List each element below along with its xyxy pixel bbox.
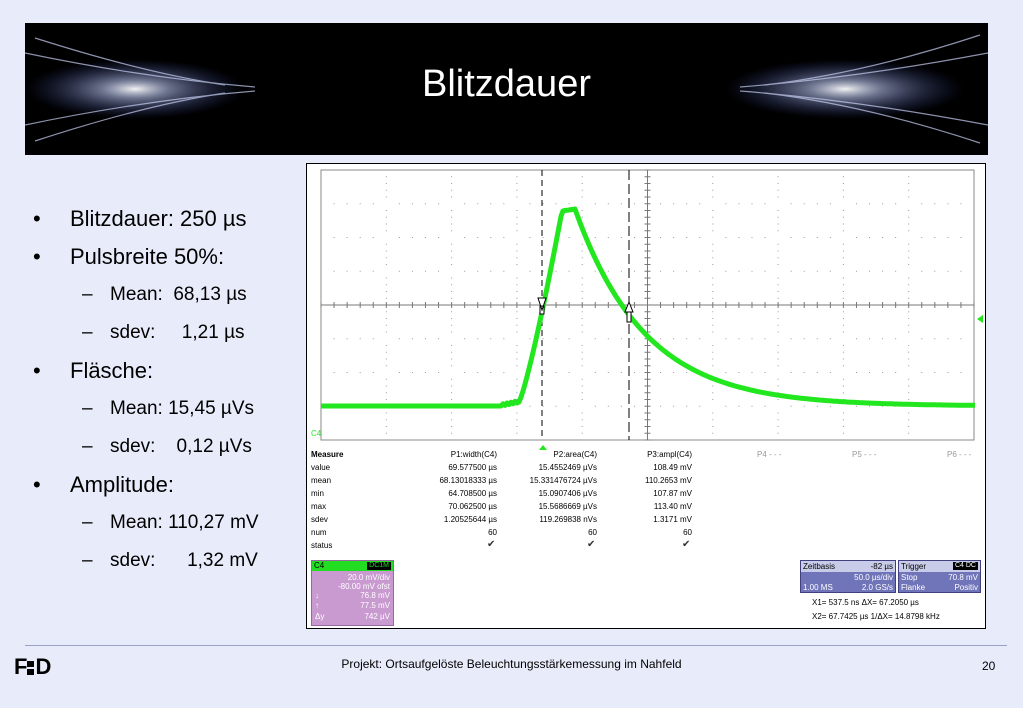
measure-header-p5: P5 - - - — [852, 450, 877, 459]
trigger-box[interactable]: Trigger C4 DC Stop 70.8 mV Flanke Positi… — [898, 560, 981, 593]
light-streak-graphic — [25, 34, 988, 144]
channel-offset: -80.00 mV ofst — [337, 582, 390, 591]
measure-cell: 113.40 mV — [653, 502, 692, 511]
sub-bullet-item: Mean: 110,27 mV — [30, 504, 310, 542]
cursor-marker-2-icon — [624, 300, 634, 323]
timebase-samples: 1.00 MS — [803, 583, 833, 592]
measure-cell: 108.49 mV — [653, 463, 692, 472]
measure-cell: 60 — [683, 528, 692, 537]
measure-cell: 60 — [488, 528, 497, 537]
trigger-time-marker-icon — [539, 445, 547, 450]
status-check-icon: ✔ — [587, 539, 596, 550]
sub-bullet-item: Mean: 68,13 µs — [30, 276, 310, 314]
measure-cell: 15.0907406 µVs — [538, 489, 597, 498]
bullet-item: Fläsche: — [30, 352, 310, 390]
trigger-level-marker-icon — [977, 315, 983, 323]
measure-cell: 1.3171 mV — [653, 515, 692, 524]
measure-header-p2: P2:area(C4) — [553, 450, 597, 459]
timebase-rate: 2.0 GS/s — [861, 583, 893, 592]
channel-name: C4 — [314, 561, 325, 570]
cursor-readout-line-1: X1= 537.5 ns ΔX= 67.2050 µs — [812, 598, 919, 607]
channel-marker-label: C4 — [311, 429, 322, 438]
timebase-label: Zeitbasis — [803, 562, 836, 571]
trigger-edge-label: Flanke — [901, 583, 926, 592]
logo-mark-icon — [27, 661, 35, 675]
footer-divider — [25, 645, 1007, 646]
sub-bullet-item: sdev: 1,21 µs — [30, 314, 310, 352]
timebase-box[interactable]: Zeitbasis -82 µs 50.0 µs/div 1.00 MS 2.0… — [800, 560, 896, 593]
trigger-edge: Positiv — [954, 583, 978, 592]
scope-plot: C4 — [311, 169, 983, 450]
trigger-source-badge: C4 DC — [952, 562, 978, 570]
sub-bullet-item: Mean: 15,45 µVs — [30, 390, 310, 428]
timebase-delay: -82 µs — [870, 562, 893, 571]
measure-cell: 68.13018333 µs — [439, 476, 497, 485]
footer-project-text: Projekt: Ortsaufgelöste Beleuchtungsstär… — [341, 657, 682, 671]
measure-row-label: num — [311, 528, 327, 537]
measure-cell: 15.5686669 µVs — [538, 502, 597, 511]
sub-bullet-item: sdev: 1,32 mV — [30, 542, 310, 580]
measure-cell: 60 — [588, 528, 597, 537]
channel-coupling-badge: DC1M — [367, 562, 391, 570]
measure-header-p1: P1:width(C4) — [450, 450, 497, 459]
measure-cell: 69.577500 µs — [448, 463, 497, 472]
cursor-readout-line-2: X2= 67.7425 µs 1/ΔX= 14.8798 kHz — [812, 612, 940, 621]
measure-row-label: mean — [311, 476, 332, 485]
measure-row-label: sdev — [311, 515, 328, 524]
measure-row-label: value — [311, 463, 331, 472]
bullet-item: Amplitude: — [30, 466, 310, 504]
trigger-level: 70.8 mV — [948, 573, 978, 582]
measure-header-p3: P3:ampl(C4) — [647, 450, 692, 459]
measure-cell: 64.708500 µs — [448, 489, 497, 498]
measure-cell: 15.4552469 µVs — [538, 463, 597, 472]
measure-cell: 70.062500 µs — [448, 502, 497, 511]
status-check-icon: ✔ — [487, 539, 496, 550]
bullet-item: Pulsbreite 50%: — [30, 238, 310, 276]
measure-cell: 119.269838 nVs — [539, 515, 597, 524]
measure-cell: 110.2653 mV — [645, 476, 692, 485]
status-check-icon: ✔ — [682, 539, 691, 550]
cursor-marker-1-icon — [537, 297, 547, 315]
measure-cell: 1.20525644 µs — [443, 515, 497, 524]
timebase-tdiv: 50.0 µs/div — [854, 573, 893, 582]
title-banner: Blitzdauer — [25, 23, 988, 155]
bullet-list: Blitzdauer: 250 µs Pulsbreite 50%: Mean:… — [30, 200, 310, 580]
sub-bullet-item: sdev: 0,12 µVs — [30, 428, 310, 466]
oscilloscope-screenshot: C4 Measure P1:width(C4) P2:area(C4) P3:a… — [306, 163, 986, 629]
channel-descriptor-header: C4 DC1M — [312, 561, 393, 571]
measure-row-label: max — [311, 502, 327, 511]
measure-cell: 107.87 mV — [653, 489, 692, 498]
measure-header-p4: P4 - - - — [757, 450, 782, 459]
channel-delta-value: 742 µV — [364, 612, 390, 621]
slide-title: Blitzdauer — [422, 63, 591, 105]
delta-y-label: Δy — [315, 612, 325, 621]
channel-cursor-2-value: 77.5 mV — [360, 601, 390, 610]
measure-header-p6: P6 - - - — [947, 450, 972, 459]
measure-header-label: Measure — [311, 450, 344, 459]
measure-row-label: min — [311, 489, 324, 498]
measure-cell: 15.331476724 µVs — [529, 476, 597, 485]
cursor-2-arrow-icon: ↑ — [315, 601, 319, 610]
waveform-trace — [320, 206, 976, 409]
cursor-1-arrow-icon: ↓ — [315, 591, 319, 600]
measure-row-label: status — [311, 541, 333, 550]
timebase-header: Zeitbasis -82 µs — [801, 561, 895, 572]
page-number: 20 — [982, 659, 996, 673]
scope-grid — [320, 169, 975, 441]
bullet-item: Blitzdauer: 250 µs — [30, 200, 310, 238]
trigger-mode: Stop — [901, 573, 918, 582]
trigger-label: Trigger — [901, 562, 927, 571]
channel-cursor-1-value: 76.8 mV — [360, 591, 390, 600]
trigger-header: Trigger C4 DC — [899, 561, 980, 572]
channel-descriptor-box[interactable]: C4 DC1M 20.0 mV/div -80.00 mV ofst ↓ 76.… — [311, 560, 394, 626]
channel-vdiv: 20.0 mV/div — [347, 573, 390, 582]
